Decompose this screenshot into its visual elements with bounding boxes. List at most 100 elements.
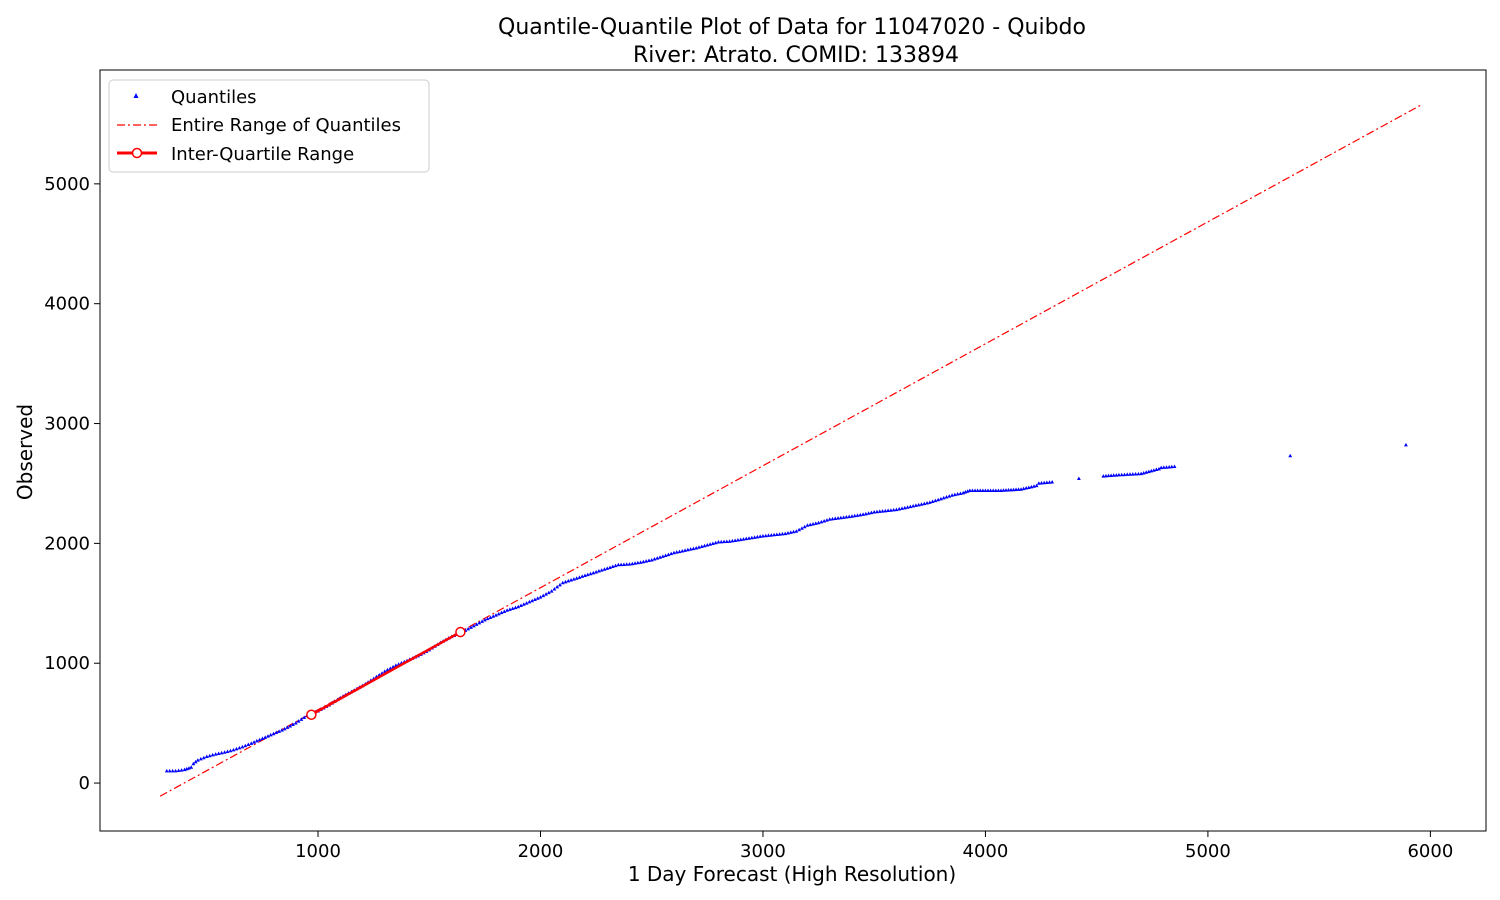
quantile-point [627,562,632,566]
plot-frame [99,69,1487,832]
quantile-point [897,507,902,511]
quantile-point [1159,465,1164,470]
quantile-point [480,619,484,623]
quantile-point [777,532,782,536]
quantile-point [566,578,571,583]
quantile-point [880,509,885,513]
quantile-point [263,735,268,739]
quantile-point [641,559,646,564]
quantile-point [986,488,990,492]
quantile-point [1044,480,1049,485]
quantile-point [797,527,802,532]
quantile-point [836,516,840,520]
quantile-point [791,529,796,534]
legend-label-quantiles: Quantiles [171,87,257,108]
quantile-point [167,768,172,773]
quantile-point [535,596,540,600]
quantile-point [936,497,941,502]
quantile-point [752,535,757,539]
quantile-point [799,526,804,530]
quantile-point [549,589,554,593]
x-tick-label: 4000 [963,841,1009,862]
quantile-point [619,562,624,567]
quantile-point [1050,480,1055,484]
quantile-point [499,610,504,615]
y-axis-label: Observed [13,404,37,500]
quantile-point [774,532,779,536]
quantile-point [816,520,821,525]
quantile-point [237,745,242,750]
quantile-point [616,562,621,567]
quantile-point [268,732,273,737]
quantile-point [755,534,760,539]
quantile-point [719,539,724,544]
quantile-point [958,491,963,495]
quantile-point [1288,453,1293,458]
quantile-point [257,737,262,742]
quantile-point [1130,472,1135,476]
x-tick-label: 2000 [518,841,564,862]
quantile-point [947,494,952,498]
quantile-point [819,519,824,524]
quantile-point [844,514,849,519]
quantile-point [1104,473,1108,478]
quantile-point [505,608,510,612]
quantile-point [210,752,215,757]
quantile-point [1117,472,1121,477]
quantile-point [538,595,543,599]
quantile-point [189,765,194,769]
quantile-point [733,538,738,542]
quantile-point [847,514,852,519]
quantile-point [1125,472,1130,476]
quantile-point [613,563,618,568]
quantile-point [939,496,943,501]
quantile-point [198,756,203,761]
quantile-point [780,531,785,536]
quantile-point [243,743,248,748]
quantile-point [888,508,893,512]
quantile-point [711,541,715,545]
quantile-point [293,720,298,725]
quantile-point [591,570,596,575]
quantile-point [1001,488,1006,492]
quantile-point [952,492,957,497]
quantile-point [605,566,610,570]
quantile-point [577,575,582,579]
quantile-point [610,564,615,569]
quantile-point [1047,480,1052,484]
quantile-point [277,729,281,733]
quantile-point [207,753,212,758]
quantile-point [291,722,295,726]
quantile-point [730,538,735,543]
quantile-point [638,560,643,564]
quantile-point [850,514,854,518]
quantile-point [524,601,529,605]
plot-area [159,104,1422,797]
quantile-point [716,539,721,544]
quantile-point [1101,474,1106,478]
quantile-point [738,537,743,542]
quantile-point [1169,464,1174,469]
x-tick-label: 3000 [740,841,786,862]
quantile-point [930,499,935,504]
quantile-point [761,533,765,538]
quantile-point [240,744,245,749]
quantile-point [766,533,771,537]
legend-marker-iqr-dot [131,147,143,159]
quantile-point [279,728,284,732]
quantile-point [772,532,776,537]
quantile-point [1109,473,1114,477]
quantile-point [967,488,972,492]
quantile-point [902,505,907,510]
quantile-point [635,560,640,565]
quantile-point [1004,488,1008,492]
quantile-point [708,542,713,546]
quantile-point [877,509,882,513]
quantile-point [699,544,704,548]
quantile-point [722,539,726,544]
y-tick-label: 2000 [44,533,90,554]
quantile-point [783,531,788,536]
quantile-point [588,571,593,576]
x-tick-labels: 1000 2000 3000 4000 5000 6000 [295,831,1453,862]
